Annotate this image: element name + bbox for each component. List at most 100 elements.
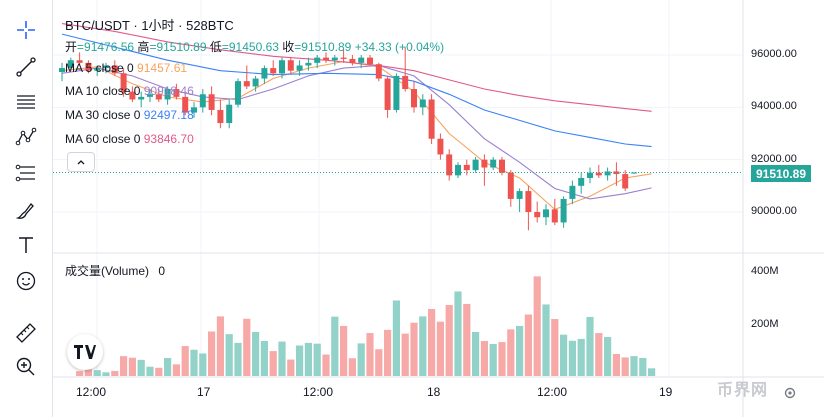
emoji-icon[interactable] bbox=[9, 266, 43, 296]
candle-body bbox=[622, 174, 629, 189]
candle-body bbox=[182, 96, 189, 113]
time-tick: 17 bbox=[197, 385, 211, 399]
volume-bar bbox=[225, 334, 233, 376]
candle-body bbox=[587, 172, 593, 178]
tradingview-logo[interactable] bbox=[67, 334, 103, 370]
candle-body bbox=[323, 57, 329, 61]
pattern-icon[interactable] bbox=[9, 122, 43, 152]
high-label: 高 bbox=[137, 40, 150, 54]
volume-bar bbox=[586, 316, 594, 376]
candle-body bbox=[437, 138, 444, 155]
volume-bar bbox=[190, 349, 198, 376]
candle-body bbox=[147, 94, 153, 97]
horizontal-lines-icon[interactable] bbox=[9, 87, 43, 117]
volume-tick: 200M bbox=[751, 318, 779, 330]
ruler-icon[interactable] bbox=[9, 318, 43, 348]
candle-body bbox=[543, 209, 549, 218]
ma60-label: MA 60 close 0 bbox=[65, 132, 141, 146]
volume-bar bbox=[454, 291, 462, 376]
zoom-icon[interactable] bbox=[9, 352, 43, 382]
volume-value: 0 bbox=[158, 264, 166, 278]
chart-canvas[interactable] bbox=[53, 0, 824, 417]
candle-body bbox=[252, 78, 259, 87]
candle-body bbox=[67, 60, 74, 69]
volume-bar bbox=[208, 331, 216, 376]
open-label: 开 bbox=[65, 40, 78, 54]
candle-body bbox=[534, 212, 541, 218]
text-icon[interactable] bbox=[9, 230, 43, 260]
brush-icon[interactable] bbox=[9, 195, 43, 225]
candle-body bbox=[393, 75, 400, 110]
volume-bar bbox=[234, 342, 242, 376]
chevron-up-icon bbox=[77, 160, 85, 165]
time-tick: 12:00 bbox=[76, 385, 107, 399]
volume-bar bbox=[252, 332, 260, 376]
candle-body bbox=[472, 159, 479, 171]
volume-bar bbox=[243, 318, 251, 376]
candle-body bbox=[455, 164, 461, 176]
volume-bar bbox=[128, 357, 136, 376]
symbol-title: BTC/USDT · 1小时 · 528BTC bbox=[65, 18, 234, 33]
candle-body bbox=[595, 172, 602, 176]
volume-bar bbox=[551, 319, 559, 376]
volume-bar bbox=[155, 367, 163, 376]
candle-body bbox=[507, 172, 514, 199]
volume-bar bbox=[375, 349, 383, 376]
candle-body bbox=[226, 104, 233, 124]
candle-body bbox=[217, 109, 224, 124]
volume-bar bbox=[348, 358, 356, 376]
volume-legend[interactable]: 成交量(Volume) 0 bbox=[65, 262, 165, 279]
volume-bar bbox=[322, 354, 330, 376]
volume-bar bbox=[516, 325, 524, 376]
settings-gear-icon[interactable] bbox=[783, 386, 797, 400]
fib-icon[interactable] bbox=[9, 158, 43, 188]
candle-body bbox=[314, 57, 321, 63]
trend-line-icon[interactable] bbox=[9, 52, 43, 82]
candle-body bbox=[111, 65, 118, 74]
volume-bar bbox=[428, 308, 436, 376]
candle-body bbox=[367, 57, 373, 65]
collapse-legend-button[interactable] bbox=[67, 152, 95, 172]
volume-label: 成交量(Volume) bbox=[65, 264, 150, 278]
volume-bar bbox=[384, 329, 392, 376]
volume-bar bbox=[331, 316, 339, 376]
volume-bar bbox=[445, 304, 453, 376]
volume-bar bbox=[621, 357, 629, 376]
candle-body bbox=[129, 91, 136, 100]
candle-body bbox=[481, 159, 488, 168]
candle-body bbox=[279, 60, 285, 74]
volume-bar bbox=[392, 300, 400, 376]
chart-area[interactable]: BTC/USDT · 1小时 · 528BTC 开=91476.56 高=915… bbox=[53, 0, 824, 417]
crosshair-icon[interactable] bbox=[9, 15, 43, 45]
candle-body bbox=[94, 68, 101, 71]
candle-body bbox=[428, 99, 435, 139]
volume-bar bbox=[507, 329, 515, 376]
volume-bar bbox=[498, 342, 506, 376]
candle-body bbox=[103, 65, 109, 69]
ma5-legend[interactable]: MA 5 close 0 91457.61 bbox=[65, 61, 187, 75]
ma10-legend[interactable]: MA 10 close 0 90918.46 bbox=[65, 84, 194, 98]
candlesticks bbox=[59, 47, 637, 231]
volume-bar bbox=[436, 321, 444, 376]
ma30-label: MA 30 close 0 bbox=[65, 108, 141, 122]
candle-body bbox=[419, 99, 426, 108]
candle-body bbox=[490, 159, 497, 168]
candle-body bbox=[411, 89, 417, 108]
ma60-legend[interactable]: MA 60 close 0 93846.70 bbox=[65, 132, 194, 146]
candle-body bbox=[384, 78, 391, 110]
price-tick: 94000.00 bbox=[751, 100, 797, 112]
volume-bar bbox=[260, 341, 268, 376]
volume-bar bbox=[480, 341, 488, 376]
ma30-legend[interactable]: MA 30 close 0 92497.18 bbox=[65, 108, 194, 122]
change-value: +34.33 (+0.04%) bbox=[354, 40, 445, 54]
volume-bar bbox=[533, 276, 541, 376]
time-tick: 18 bbox=[427, 385, 441, 399]
volume-bar bbox=[278, 341, 286, 376]
candle-body bbox=[578, 177, 585, 186]
volume-bar bbox=[296, 345, 304, 376]
volume-bar bbox=[648, 368, 656, 376]
volume-bar bbox=[137, 359, 145, 376]
candle-body bbox=[85, 62, 92, 71]
volume-bars bbox=[76, 276, 656, 376]
close-value: =91510.89 bbox=[294, 40, 352, 54]
